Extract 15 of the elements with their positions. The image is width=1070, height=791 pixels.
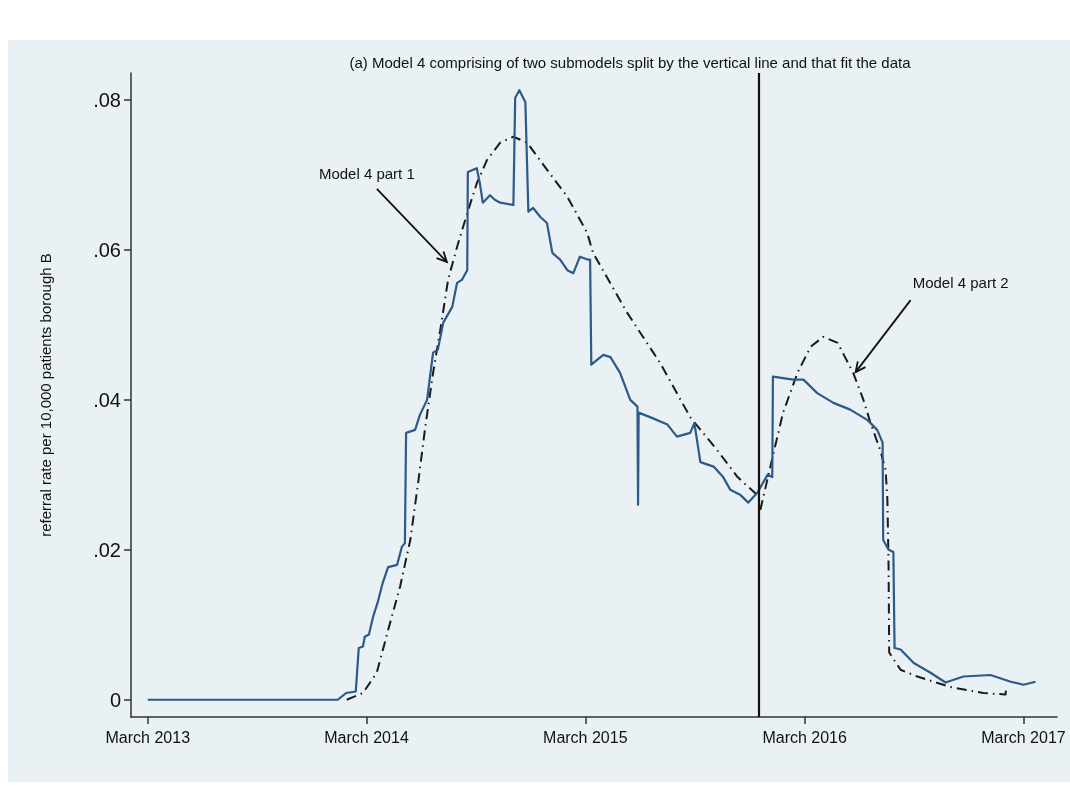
x-tick-label: March 2017 xyxy=(981,728,1066,746)
y-tick-label: .02 xyxy=(93,538,121,561)
y-tick-label: .08 xyxy=(93,88,121,111)
annotation: Model 4 part 1 xyxy=(318,164,415,182)
chart-title: (a) Model 4 comprising of two submodels split by the vertical line and that fit the data xyxy=(349,54,912,71)
y-tick-label: .04 xyxy=(93,388,121,411)
x-tick-label: March 2013 xyxy=(105,728,191,746)
annotation: Model 4 part 2 xyxy=(912,274,1009,292)
x-tick-label: March 2014 xyxy=(324,728,409,746)
y-tick-label: 0 xyxy=(109,688,121,711)
x-tick-label: March 2015 xyxy=(543,728,628,746)
line-series xyxy=(146,89,1037,701)
y-tick-label: .06 xyxy=(93,238,121,261)
x-tick-label: March 2016 xyxy=(762,728,848,746)
y-axis-title: referral rate per 10,000 patients borough B xyxy=(37,253,54,537)
